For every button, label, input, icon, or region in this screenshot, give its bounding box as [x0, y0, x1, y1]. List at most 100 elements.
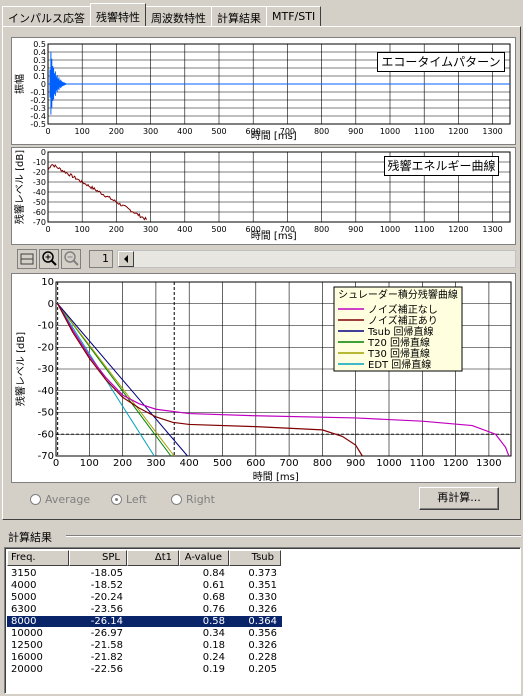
table-row[interactable]: 16000 -21.82 0.24 0.228	[7, 652, 282, 663]
echo-y-tick: 0	[41, 80, 46, 89]
echo-y-tick: 0.5	[33, 40, 46, 49]
tab-4[interactable]: MTF/STI	[266, 6, 322, 26]
table-row[interactable]: 6300 -23.56 0.76 0.326	[7, 604, 282, 615]
table-row[interactable]: 12500 -21.58 0.18 0.326	[7, 640, 282, 651]
table-cell: 0.205	[248, 664, 277, 675]
energy-x-tick: 300	[143, 225, 158, 234]
column-header-3[interactable]: A-value	[179, 550, 229, 566]
table-cell: 0.326	[248, 604, 277, 615]
echo-y-tick: 0.4	[33, 48, 46, 57]
decay-y-tick: -40	[38, 386, 54, 397]
table-cell: 0.61	[202, 580, 225, 591]
decay-x-tick: 1200	[443, 458, 468, 469]
tab-2[interactable]: 周波数特性	[145, 6, 212, 26]
table-cell: -26.97	[90, 628, 123, 639]
zoom-out-button[interactable]	[61, 249, 81, 269]
decay-chart-box: 0 100 200 300 400 500 600 700 800 900 1000 1100 1200…	[11, 273, 516, 483]
echo-chart-box: 0 100 200 300 400 500 600 700 800 900 1000 1100 1200…	[11, 37, 516, 145]
energy-x-tick: 1300	[482, 225, 502, 234]
decay-x-tick: 900	[346, 458, 365, 469]
decay-xlabel: 時間 [ms]	[253, 471, 299, 482]
echo-y-tick: -0.4	[30, 112, 46, 121]
table-cell: -18.05	[90, 568, 123, 579]
page-number-field[interactable]: 1	[89, 250, 113, 268]
table-cell: 0.76	[202, 604, 225, 615]
radio-left-dot	[111, 494, 122, 505]
zoom-out-icon	[64, 251, 79, 266]
table-row[interactable]: 8000 -26.14 0.58 0.364	[7, 616, 282, 627]
decay-x-tick: 800	[313, 458, 332, 469]
energy-x-tick: 700	[280, 225, 295, 234]
energy-x-tick: 1200	[448, 225, 468, 234]
legend-label-1: ノイズ補正あり	[368, 314, 438, 327]
energy-chart: 0 100 200 300 400 500 600 700 800 900 1000 1100 1200…	[13, 148, 511, 242]
radio-right-label: Right	[186, 493, 215, 506]
energy-x-tick: 400	[177, 225, 192, 234]
energy-curve-label: 残響エネルギー曲線	[384, 156, 499, 176]
decay-x-tick: 600	[246, 458, 265, 469]
results-list[interactable]: Freq. SPL Δt1 A-value Tsub 3150 -18.05 0.84 0.37…	[4, 547, 521, 694]
echo-y-tick: 0.3	[33, 56, 46, 65]
table-row[interactable]: 20000 -22.56 0.19 0.205	[7, 664, 282, 675]
table-cell: 6300	[11, 604, 37, 615]
echo-x-tick: 500	[211, 127, 226, 136]
table-cell: 0.84	[202, 568, 225, 579]
decay-legend-title: シュレーダー積分残響曲線	[338, 288, 458, 301]
energy-y-tick: 0	[41, 148, 46, 157]
table-cell: -26.14	[90, 616, 123, 627]
table-cell: 0.351	[248, 580, 277, 591]
fit-view-button[interactable]	[17, 249, 37, 269]
energy-x-tick: 800	[314, 225, 329, 234]
radio-left[interactable]: Left	[111, 493, 147, 506]
scroll-left-button[interactable]	[118, 251, 134, 267]
decay-x-tick: 0	[53, 458, 59, 469]
tab-0[interactable]: インパルス応答	[2, 6, 91, 26]
tab-3[interactable]: 計算結果	[211, 6, 267, 26]
table-cell: 0.24	[202, 652, 225, 663]
echo-y-tick: -0.2	[30, 96, 46, 105]
table-cell: 0.228	[248, 652, 277, 663]
horizontal-scrollbar[interactable]	[117, 250, 516, 268]
table-row[interactable]: 10000 -26.97 0.34 0.356	[7, 628, 282, 639]
decay-x-tick: 100	[80, 458, 99, 469]
tsub-line	[57, 303, 188, 457]
energy-xlabel: 時間 [ms]	[251, 230, 297, 242]
echo-x-tick: 200	[109, 127, 124, 136]
column-header-2[interactable]: Δt1	[127, 550, 179, 566]
table-row[interactable]: 5000 -20.24 0.68 0.330	[7, 592, 282, 603]
energy-x-tick: 600	[246, 225, 261, 234]
echo-x-tick: 1200	[448, 127, 468, 136]
energy-x-tick: 100	[75, 225, 90, 234]
decay-y-tick: -50	[38, 408, 54, 419]
echo-x-tick: 600	[246, 127, 261, 136]
radio-right[interactable]: Right	[171, 493, 215, 506]
decay-y-tick: 0	[48, 299, 54, 310]
energy-chart-box: 0 100 200 300 400 500 600 700 800 900 1000 1100 1200…	[11, 147, 516, 245]
tab-1[interactable]: 残響特性	[90, 3, 146, 26]
radio-average[interactable]: Average	[30, 493, 90, 506]
echo-y-tick: -0.1	[30, 88, 46, 97]
echo-x-tick: 900	[348, 127, 363, 136]
reverb-panel: 0 100 200 300 400 500 600 700 800 900 1000 1100 1200…	[2, 26, 521, 520]
table-cell: 0.19	[202, 664, 225, 675]
echo-y-tick: 0.1	[33, 72, 46, 81]
table-cell: 16000	[11, 652, 43, 663]
table-cell: 5000	[11, 592, 37, 603]
table-row[interactable]: 4000 -18.52 0.61 0.351	[7, 580, 282, 591]
decay-x-tick: 200	[113, 458, 132, 469]
legend-label-0: ノイズ補正なし	[368, 303, 438, 316]
column-header-0[interactable]: Freq.	[7, 550, 69, 566]
zoom-in-button[interactable]	[39, 249, 59, 269]
table-cell: 0.18	[202, 640, 225, 651]
energy-y-tick: -60	[33, 208, 46, 217]
decay-ylabel: 残響レベル [dB]	[14, 332, 27, 406]
recalculate-button[interactable]: 再計算...	[419, 487, 499, 510]
energy-y-tick: -50	[33, 198, 46, 207]
table-row[interactable]: 3150 -18.05 0.84 0.373	[7, 568, 282, 579]
table-cell: 0.34	[202, 628, 225, 639]
table-cell: -23.56	[90, 604, 123, 615]
table-cell: 20000	[11, 664, 43, 675]
energy-x-tick: 1000	[380, 225, 400, 234]
column-header-4[interactable]: Tsub	[229, 550, 281, 566]
column-header-1[interactable]: SPL	[69, 550, 127, 566]
